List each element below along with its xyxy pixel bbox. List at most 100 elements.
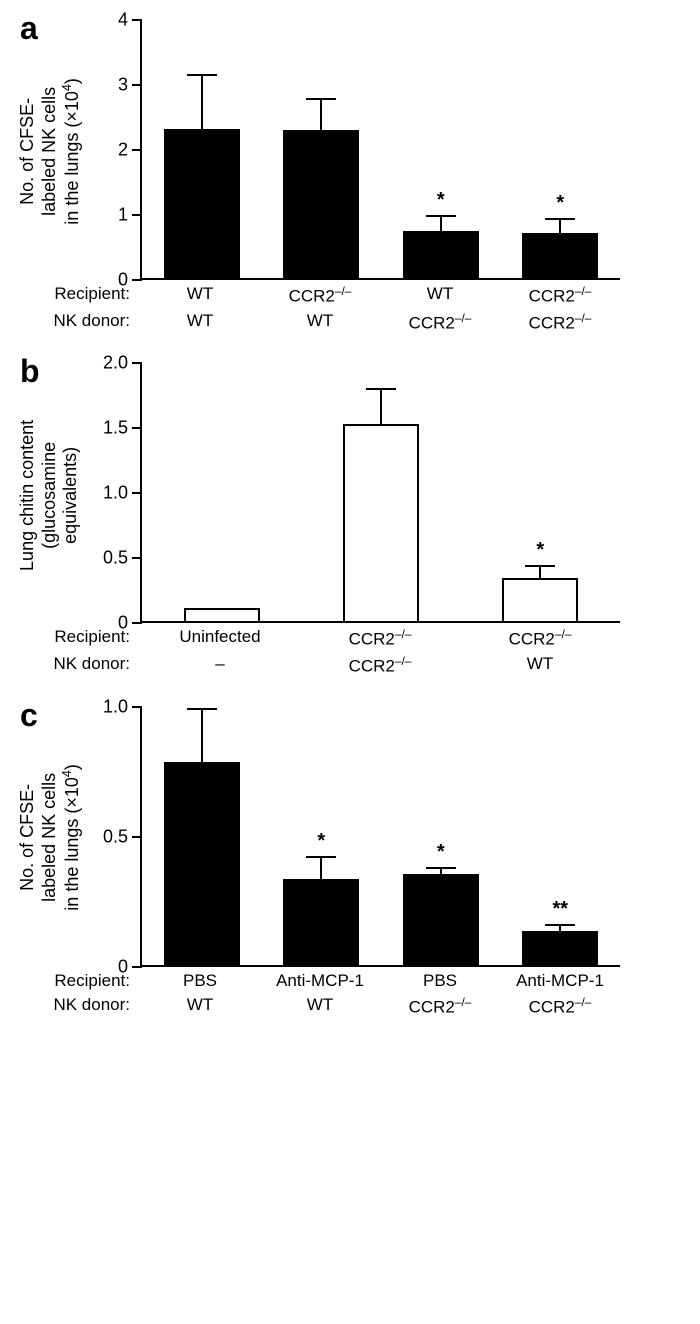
donor-row: NK donor:WTWTCCR2–/–CCR2–/– — [140, 995, 620, 1018]
error-cap — [187, 708, 217, 710]
bar-slot — [142, 129, 262, 279]
significance-marker: * — [556, 192, 564, 215]
bar-slot: * — [461, 578, 620, 621]
recipient-row-head: Recipient: — [40, 284, 140, 307]
x-category-label: CCR2–/– — [500, 284, 620, 307]
row-cells: UninfectedCCR2–/–CCR2–/– — [140, 627, 620, 650]
x-category-label: PBS — [380, 971, 500, 991]
chart-b: Lung chitin content (glucosamine equival… — [70, 363, 680, 676]
x-category-label: CCR2–/– — [460, 627, 620, 650]
ylabel-b-line1: (glucosamine — [39, 441, 59, 548]
error-cap — [366, 388, 396, 390]
plot-area-b: 00.51.01.52.0* — [140, 363, 620, 623]
plot-area-a: 01234** — [140, 20, 620, 280]
bar-slot — [301, 424, 460, 622]
error-bar — [559, 925, 561, 933]
error-bar — [201, 709, 203, 764]
bars-container: * — [142, 363, 620, 621]
bar: * — [522, 233, 598, 279]
recipient-row: Recipient:WTCCR2–/–WTCCR2–/– — [140, 284, 620, 307]
donor-row: NK donor:WTWTCCR2–/–CCR2–/– — [140, 311, 620, 334]
row-cells: WTWTCCR2–/–CCR2–/– — [140, 311, 620, 334]
bar: * — [502, 578, 578, 621]
ylabel-wrap-c: No. of CFSE- labeled NK cells in the lun… — [20, 707, 80, 968]
error-cap — [545, 924, 575, 926]
ylabel-c: No. of CFSE- labeled NK cells in the lun… — [17, 764, 84, 911]
error-cap — [545, 218, 575, 220]
x-category-label: CCR2–/– — [260, 284, 380, 307]
error-bar — [539, 566, 541, 580]
recipient-row-head: Recipient: — [40, 627, 140, 650]
chart-c: No. of CFSE- labeled NK cells in the lun… — [70, 707, 680, 1018]
bar: * — [403, 874, 479, 965]
x-category-label: WT — [380, 284, 500, 307]
error-cap — [426, 215, 456, 217]
bar-slot: * — [262, 879, 382, 965]
bar-slot — [142, 762, 262, 965]
ylabel-wrap-b: Lung chitin content (glucosamine equival… — [20, 363, 80, 626]
x-category-label: Uninfected — [140, 627, 300, 650]
ylabel-wrap-a: No. of CFSE- labeled NK cells in the lun… — [20, 20, 80, 283]
panel-b: b Lung chitin content (glucosamine equiv… — [20, 363, 680, 676]
bar: ** — [522, 931, 598, 965]
x-category-label: CCR2–/– — [380, 995, 500, 1018]
bar: * — [283, 879, 359, 965]
x-category-label: – — [140, 654, 300, 677]
error-bar — [440, 216, 442, 234]
significance-marker: * — [317, 830, 325, 853]
x-axis-rows-b: Recipient:UninfectedCCR2–/–CCR2–/–NK don… — [140, 627, 620, 676]
x-category-label: WT — [140, 995, 260, 1018]
ylabel-c-line0: No. of CFSE- — [17, 783, 37, 890]
x-axis-rows-a: Recipient:WTCCR2–/–WTCCR2–/– NK donor:WTW… — [140, 284, 620, 333]
bar-slot: * — [501, 233, 621, 279]
plot-area-c: 00.51.0**** — [140, 707, 620, 967]
bar — [283, 130, 359, 278]
significance-marker: * — [437, 189, 445, 212]
donor-row-head: NK donor: — [40, 311, 140, 334]
x-category-label: Anti-MCP-1 — [260, 971, 380, 991]
x-category-label: CCR2–/– — [500, 311, 620, 334]
y-tick-label: 1.0 — [103, 483, 142, 504]
ylabel-b: Lung chitin content (glucosamine equival… — [18, 419, 83, 570]
error-bar — [440, 868, 442, 876]
row-cells: PBSAnti-MCP-1PBSAnti-MCP-1 — [140, 971, 620, 991]
bar — [164, 129, 240, 279]
x-category-label: WT — [260, 995, 380, 1018]
error-bar — [320, 99, 322, 132]
ylabel-a-line0: No. of CFSE- — [17, 98, 37, 205]
row-cells: WTCCR2–/–WTCCR2–/– — [140, 284, 620, 307]
significance-marker: * — [536, 539, 544, 562]
y-tick-label: 4 — [118, 10, 142, 31]
bar: * — [403, 231, 479, 278]
x-category-label: CCR2–/– — [300, 627, 460, 650]
error-cap — [187, 74, 217, 76]
x-category-label: CCR2–/– — [380, 311, 500, 334]
bar-slot: ** — [501, 931, 621, 965]
x-category-label: Anti-MCP-1 — [500, 971, 620, 991]
row-cells: WTWTCCR2–/–CCR2–/– — [140, 995, 620, 1018]
donor-row-head: NK donor: — [40, 654, 140, 677]
x-category-label: PBS — [140, 971, 260, 991]
error-cap — [426, 867, 456, 869]
error-cap — [306, 856, 336, 858]
error-cap — [306, 98, 336, 100]
bar — [184, 608, 260, 621]
bar-slot: * — [381, 231, 501, 278]
ylabel-a-line2: in the lungs (×104) — [62, 78, 82, 225]
panel-c: c No. of CFSE- labeled NK cells in the l… — [20, 707, 680, 1018]
x-category-label: WT — [260, 311, 380, 334]
ylabel-a: No. of CFSE- labeled NK cells in the lun… — [17, 78, 84, 225]
y-tick-label: 2 — [118, 140, 142, 161]
bar — [164, 762, 240, 965]
x-category-label: WT — [140, 284, 260, 307]
y-tick-label: 1.5 — [103, 418, 142, 439]
bars-container: ** — [142, 20, 620, 278]
y-tick-label: 3 — [118, 75, 142, 96]
error-cap — [525, 565, 555, 567]
recipient-row: Recipient:PBSAnti-MCP-1PBSAnti-MCP-1 — [140, 971, 620, 991]
error-bar — [380, 389, 382, 425]
x-axis-rows-c: Recipient:PBSAnti-MCP-1PBSAnti-MCP-1 NK d… — [140, 971, 620, 1018]
error-bar — [559, 219, 561, 235]
x-category-label: CCR2–/– — [500, 995, 620, 1018]
y-tick-label: 2.0 — [103, 353, 142, 374]
